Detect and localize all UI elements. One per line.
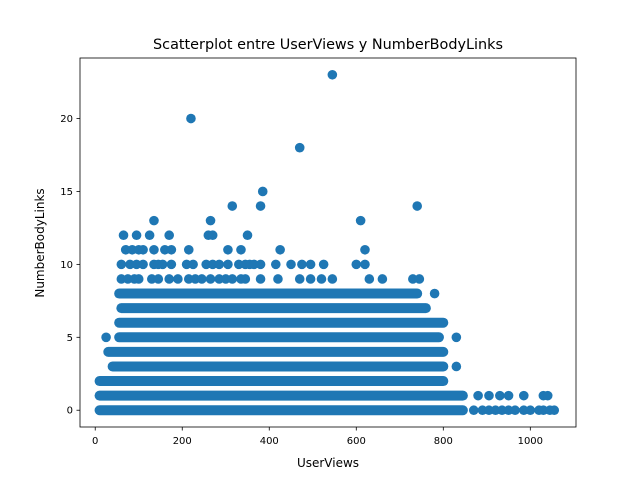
scatter-point — [183, 244, 194, 255]
scatter-point — [360, 259, 370, 270]
y-tick-label: 10 — [60, 260, 73, 271]
scatter-point — [355, 215, 366, 226]
scatter-point — [377, 274, 388, 284]
scatter-point — [484, 390, 494, 401]
y-tick-label: 0 — [67, 406, 73, 417]
scatter-point — [275, 244, 285, 255]
y-tick-label: 15 — [60, 187, 73, 198]
scatter-point — [149, 244, 159, 255]
x-tick-label: 0 — [92, 436, 98, 447]
scatter-point — [133, 274, 144, 284]
scatter-point — [510, 405, 520, 416]
scatter-point — [257, 186, 268, 197]
scatter-point — [166, 259, 177, 270]
scatter-point — [116, 259, 127, 270]
plot-frame — [79, 57, 577, 428]
scatter-point — [412, 201, 422, 211]
scatter-point — [518, 390, 529, 401]
scatter-point — [255, 201, 266, 211]
x-tick-label: 1000 — [518, 436, 543, 447]
scatter-point — [270, 259, 281, 270]
scatter-point — [188, 259, 198, 270]
x-tick-label: 600 — [347, 436, 366, 447]
scatter-point — [273, 274, 283, 284]
scatter-point — [360, 244, 370, 255]
x-tick-label: 200 — [173, 436, 192, 447]
scatter-point — [166, 244, 177, 255]
x-axis: 0 200 400 600 800 1000 — [92, 427, 543, 447]
scatter-point — [468, 405, 479, 416]
scatter-point — [294, 274, 305, 284]
scatter-point — [286, 259, 296, 270]
scatter-point — [164, 230, 174, 241]
scatter-point — [138, 259, 148, 270]
scatter-marks — [94, 69, 560, 416]
scatter-point — [186, 113, 196, 124]
scatter-point — [473, 390, 483, 401]
x-tick-label: 800 — [434, 436, 453, 447]
x-axis-label: UserViews — [297, 456, 359, 470]
scatter-point — [223, 244, 233, 255]
scatter-point — [197, 274, 207, 284]
scatter-point — [549, 405, 560, 416]
scatter-point — [316, 274, 327, 284]
scatter-point — [149, 215, 159, 226]
scatter-point — [205, 274, 216, 284]
scatter-point — [327, 69, 338, 80]
scatter-point — [297, 259, 307, 270]
scatter-point — [294, 142, 305, 153]
scatter-point — [118, 230, 129, 241]
scatter-point — [364, 274, 375, 284]
y-tick-label: 20 — [60, 114, 73, 125]
scatter-point — [144, 230, 155, 241]
scatter-point — [223, 259, 233, 270]
scatter-point — [173, 274, 183, 284]
scatter-point — [429, 288, 440, 299]
scatter-point — [451, 332, 462, 343]
scatter-point — [214, 259, 225, 270]
scatter-point — [503, 390, 514, 401]
scatter-point — [101, 332, 111, 343]
x-tick-label: 400 — [260, 436, 279, 447]
scatter-point — [318, 259, 329, 270]
scatter-point — [227, 201, 238, 211]
scatter-point — [205, 215, 216, 226]
scatter-point — [351, 259, 362, 270]
scatter-point — [157, 259, 168, 270]
scatter-point — [255, 259, 266, 270]
scatter-point — [227, 274, 238, 284]
scatter-point — [451, 361, 462, 372]
scatter-point — [153, 274, 164, 284]
y-tick-label: 5 — [67, 333, 73, 344]
scatter-point — [242, 230, 253, 241]
scatter-point — [495, 390, 505, 401]
scatter-point — [542, 390, 553, 401]
scatter-point — [255, 274, 266, 284]
scatter-point — [131, 230, 142, 241]
scatter-point — [207, 230, 218, 241]
scatter-point — [327, 274, 338, 284]
y-axis-label: NumberBodyLinks — [33, 188, 47, 297]
scatter-point — [236, 244, 246, 255]
scatter-point — [305, 274, 316, 284]
scatter-point — [305, 259, 316, 270]
scatter-point — [138, 244, 148, 255]
scatter-point — [414, 274, 425, 284]
scatter-point — [525, 405, 536, 416]
scatter-point — [164, 274, 174, 284]
y-axis: 0 5 10 15 20 — [60, 114, 80, 417]
scatter-point — [240, 274, 251, 284]
chart-title: Scatterplot entre UserViews y NumberBody… — [153, 37, 503, 53]
